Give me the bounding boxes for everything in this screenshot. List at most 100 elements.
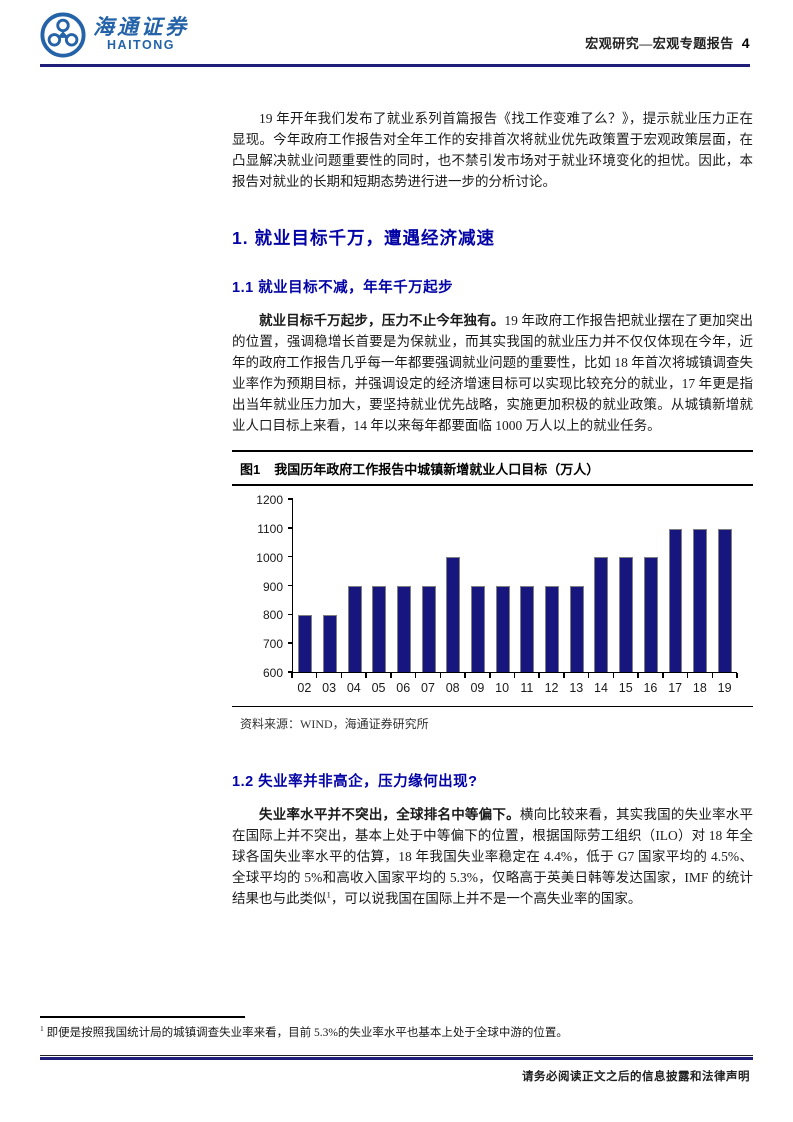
footnote-text: 1 即便是按照我国统计局的城镇调查失业率来看，目前 5.3%的失业率水平也基本上…	[40, 1023, 753, 1042]
bar-08	[446, 557, 461, 672]
x-tick-mark	[414, 673, 417, 678]
paragraph-body: 横向比较来看，其实我国的失业率水平在国际上并不突出，基本上处于中等偏下的位置，根…	[232, 807, 754, 906]
section-1-2-heading: 1.2 失业率并非高企，压力缘何出现?	[232, 774, 478, 790]
footnote-separator	[40, 1016, 245, 1018]
figure-label: 图1	[240, 462, 261, 477]
bar-slot	[318, 500, 343, 672]
bar-05	[372, 586, 387, 672]
figure-1: 图1 我国历年政府工作报告中城镇新增就业人口目标（万人） 600 700 800 900…	[232, 450, 753, 744]
y-tick-mark	[288, 555, 293, 558]
bar-slot	[515, 500, 540, 672]
logo-text-block: 海通证券 HAITONG	[93, 17, 189, 53]
bar-slot	[466, 500, 491, 672]
x-tick-label: 17	[668, 681, 683, 695]
bar-slot	[342, 500, 367, 672]
bar-chart: 600 700 800 900 1000 1100 1200 02 03 04 05 06 07 08 0…	[256, 494, 738, 698]
y-tick-mark	[288, 613, 293, 616]
haitong-logo: 海通证券 HAITONG	[40, 12, 189, 58]
x-tick-mark	[439, 673, 442, 678]
bar-slot	[614, 500, 639, 672]
x-tick-mark	[736, 673, 738, 678]
x-tick-mark	[662, 673, 664, 678]
x-tick-mark	[711, 673, 714, 678]
chart-bars	[293, 500, 737, 672]
page-number: 4	[741, 35, 750, 51]
y-tick-label: 900	[262, 579, 283, 594]
paragraph-body: 19 年政府工作报告把就业摆在了更加突出的位置，强调稳增长首要是为保就业，而其实…	[232, 313, 754, 433]
x-tick-mark	[340, 673, 343, 678]
x-tick-label: 04	[346, 681, 361, 695]
category-label: 宏观研究—宏观专题报告	[585, 36, 734, 51]
footnote-reference: 1	[326, 889, 331, 900]
footnote-block: 1 即便是按照我国统计局的城镇调查失业率来看，目前 5.3%的失业率水平也基本上…	[40, 1016, 753, 1042]
bar-18	[693, 528, 707, 672]
y-tick-label: 600	[262, 666, 283, 680]
x-tick-label: 08	[445, 681, 460, 695]
y-tick-mark	[288, 584, 293, 587]
bar-slot	[712, 500, 737, 672]
bar-06	[397, 586, 411, 672]
x-tick-mark	[637, 673, 639, 678]
x-tick-mark	[612, 673, 615, 678]
bar-03	[323, 614, 337, 672]
bar-slot	[416, 500, 441, 672]
paragraph-body-cont: ，可以说我国在国际上并不是一个高失业率的国家。	[330, 891, 642, 906]
x-tick-mark	[489, 673, 491, 678]
footnote-marker: 1	[40, 1023, 44, 1033]
x-tick-label: 15	[618, 681, 633, 695]
x-tick-label: 10	[495, 681, 510, 695]
section-1-1-paragraph: 就业目标千万起步，压力不止今年独有。19 年政府工作报告把就业摆在了更加突出的位…	[232, 310, 753, 436]
bar-09	[471, 586, 485, 672]
x-tick-label: 18	[692, 681, 707, 695]
y-tick-mark	[288, 498, 293, 500]
bar-slot	[392, 500, 417, 672]
bar-19	[717, 528, 732, 672]
bar-slot	[638, 500, 663, 672]
bar-slot	[490, 500, 515, 672]
x-tick-mark	[563, 673, 565, 678]
y-tick-label: 1200	[256, 493, 283, 507]
bar-12	[545, 586, 559, 672]
y-tick-label: 700	[262, 637, 283, 652]
x-tick-mark	[587, 673, 590, 678]
content-column: 19 年开年我们发布了就业系列首篇报告《找工作变难了么？》，提示就业压力正在显现…	[232, 108, 753, 909]
section-1-2-paragraph: 失业率水平并不突出，全球排名中等偏下。横向比较来看，其实我国的失业率水平在国际上…	[232, 804, 753, 909]
x-tick-label: 14	[594, 681, 608, 695]
y-tick-mark	[288, 671, 293, 673]
bar-04	[347, 586, 362, 672]
bar-16	[643, 557, 658, 672]
bar-slot	[367, 500, 392, 672]
bar-02	[298, 614, 313, 672]
figure-source: 资料来源：WIND，海通证券研究所	[232, 706, 753, 744]
paragraph-lead: 失业率水平并不突出，全球排名中等偏下。	[259, 807, 520, 822]
logo-english-text: HAITONG	[107, 38, 175, 52]
chart-x-labels: 02 03 04 05 06 07 08 09 10 11 12 13 14 15 16 17 18 19	[292, 678, 737, 695]
footnote-body: 即便是按照我国统计局的城镇调查失业率来看，目前 5.3%的失业率水平也基本上处于…	[43, 1026, 568, 1039]
footer-rule	[40, 1055, 753, 1060]
bar-slot	[663, 500, 688, 672]
bar-17	[668, 528, 683, 672]
x-tick-label: 19	[717, 681, 732, 695]
figure-title-row: 图1 我国历年政府工作报告中城镇新增就业人口目标（万人）	[232, 452, 753, 486]
figure-title: 我国历年政府工作报告中城镇新增就业人口目标（万人）	[274, 462, 600, 477]
header-rule	[40, 64, 750, 67]
chart-plot: 600 700 800 900 1000 1100 1200	[256, 494, 737, 679]
x-tick-label: 02	[297, 681, 312, 695]
bar-slot	[589, 500, 614, 672]
figure-chart-area: 600 700 800 900 1000 1100 1200 02 03 04 05 06 07 08 0…	[232, 486, 753, 706]
bar-slot	[441, 500, 466, 672]
page-header: 海通证券 HAITONG 宏观研究—宏观专题报告 4	[40, 12, 750, 58]
footer-disclaimer: 请务必阅读正文之后的信息披露和法律声明	[522, 1071, 750, 1083]
x-tick-label: 11	[520, 681, 534, 695]
y-tick-label: 1000	[256, 550, 283, 565]
bar-slot	[540, 500, 565, 672]
haitong-emblem-icon	[40, 12, 86, 58]
y-tick-label: 800	[262, 608, 283, 623]
section-1-1-heading: 1.1 就业目标不减，年年千万起步	[232, 280, 454, 296]
y-tick-label: 1100	[257, 521, 283, 536]
x-tick-mark	[365, 673, 367, 678]
x-tick-label: 13	[569, 681, 584, 695]
y-tick-mark	[288, 642, 293, 644]
y-tick-mark	[288, 527, 293, 529]
